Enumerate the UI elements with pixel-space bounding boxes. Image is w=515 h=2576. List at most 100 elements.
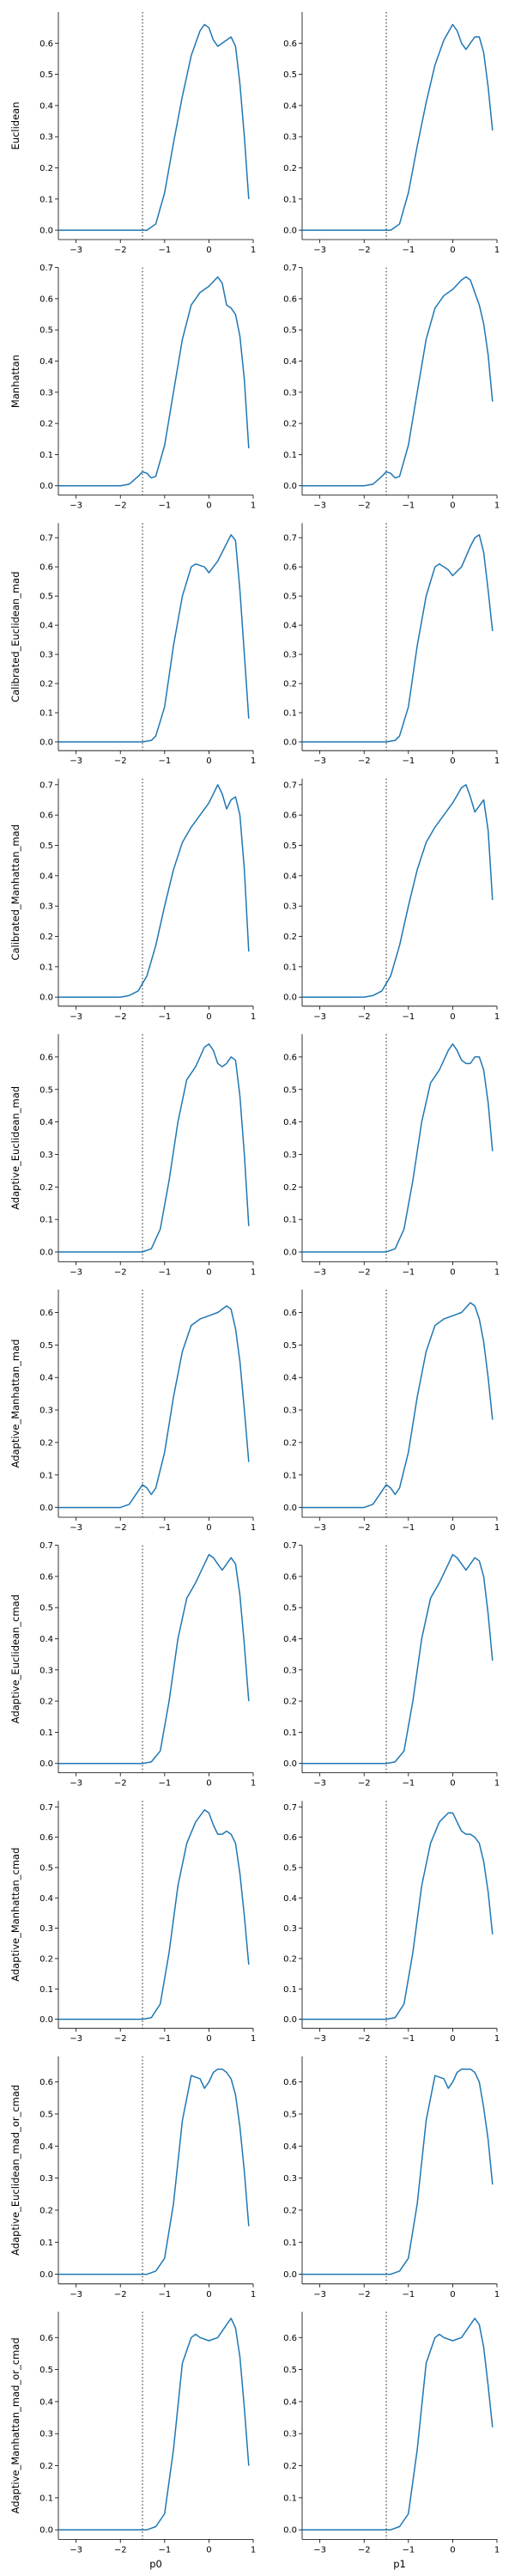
y-tick-label: 0.4 xyxy=(39,622,53,631)
y-tick-label: 0.3 xyxy=(283,133,297,143)
density-curve xyxy=(58,1809,250,2020)
x-tick-label: −3 xyxy=(70,2290,82,2300)
x-tick-label: −3 xyxy=(70,756,82,766)
y-tick-label: 0.0 xyxy=(283,482,297,491)
x-tick-label: −3 xyxy=(70,1779,82,1789)
y-tick-label: 0.4 xyxy=(39,357,53,367)
y-tick-label: 0.1 xyxy=(39,963,53,972)
subplot-r7-c0: −3 −2 −1 0 1 0.0 0.1 0.2 0.3 0.4 0.5 0.6 0.7 Adaptive… xyxy=(9,1801,256,2044)
subplot-r1-c1: −3 −2 −1 0 1 0.0 0.1 0.2 0.3 0.4 0.5 0.6 0.7 xyxy=(283,264,500,510)
density-curve xyxy=(302,276,494,487)
y-tick-label: 0.5 xyxy=(39,841,53,851)
density-curve xyxy=(58,2318,250,2530)
y-tick-label: 0.7 xyxy=(39,1803,53,1813)
x-tick-label: −3 xyxy=(313,501,326,511)
y-tick-label: 0.5 xyxy=(283,1085,297,1095)
x-tick-label: −1 xyxy=(158,2290,171,2300)
x-tick-label: 0 xyxy=(450,756,455,766)
x-tick-label: −2 xyxy=(358,246,371,255)
x-tick-label: −2 xyxy=(358,1012,371,1022)
y-tick-label: 0.2 xyxy=(283,2462,297,2471)
x-tick-label: 0 xyxy=(450,2545,455,2555)
x-tick-label: 1 xyxy=(494,2290,500,2300)
y-tick-label: 0.0 xyxy=(39,2270,53,2280)
density-curve xyxy=(58,276,250,487)
x-tick-label: −1 xyxy=(402,501,415,511)
y-tick-label: 0.6 xyxy=(283,1309,297,1318)
density-curve xyxy=(302,2068,494,2275)
subplot-r0-c1: −3 −2 −1 0 1 0.0 0.1 0.2 0.3 0.4 0.5 0.6 xyxy=(283,12,500,255)
x-tick-label: 0 xyxy=(206,2290,211,2300)
x-tick-label: −1 xyxy=(402,756,415,766)
x-tick-label: −2 xyxy=(358,1523,371,1533)
y-tick-label: 0.1 xyxy=(39,451,53,460)
x-tick-label: −1 xyxy=(158,1012,171,1022)
y-tick-label: 0.6 xyxy=(283,2334,297,2343)
subplot-r7-c1: −3 −2 −1 0 1 0.0 0.1 0.2 0.3 0.4 0.5 0.6 0.7 xyxy=(283,1801,500,2044)
y-tick-label: 0.4 xyxy=(39,1118,53,1127)
y-tick-label: 0.0 xyxy=(39,1504,53,1513)
y-tick-label: 0.2 xyxy=(39,2206,53,2215)
x-tick-label: −2 xyxy=(358,2545,371,2555)
y-tick-label: 0.1 xyxy=(39,2494,53,2503)
y-tick-label: 0.2 xyxy=(283,680,297,690)
y-tick-label: 0.0 xyxy=(283,738,297,748)
y-tick-label: 0.3 xyxy=(283,651,297,660)
y-tick-label: 0.7 xyxy=(283,534,297,544)
y-tick-label: 0.5 xyxy=(39,592,53,602)
x-tick-label: 0 xyxy=(206,501,211,511)
y-tick-label: 0.0 xyxy=(283,227,297,236)
y-tick-label: 0.4 xyxy=(39,1635,53,1644)
y-tick-label: 0.1 xyxy=(283,1216,297,1225)
y-tick-label: 0.1 xyxy=(283,2239,297,2248)
y-tick-label: 0.3 xyxy=(283,1406,297,1416)
x-tick-label: 0 xyxy=(206,2545,211,2555)
y-tick-label: 0.5 xyxy=(283,1341,297,1351)
x-tick-label: 1 xyxy=(494,1012,500,1022)
y-tick-label: 0.1 xyxy=(283,709,297,719)
y-tick-label: 0.2 xyxy=(283,1954,297,1964)
x-tick-label: 0 xyxy=(206,246,211,255)
y-tick-label: 0.7 xyxy=(39,264,53,273)
y-tick-label: 0.7 xyxy=(39,1541,53,1551)
y-tick-label: 0.4 xyxy=(39,1374,53,1383)
x-tick-label: −1 xyxy=(402,1779,415,1789)
y-tick-label: 0.4 xyxy=(283,1894,297,1904)
y-tick-label: 0.0 xyxy=(39,1759,53,1769)
subplot-r9-c0: −3 −2 −1 0 1 0.0 0.1 0.2 0.3 0.4 0.5 0.6 Adaptive_Ma… xyxy=(9,2312,256,2555)
y-tick-label: 0.6 xyxy=(283,811,297,821)
subplot-r9-c1: −3 −2 −1 0 1 0.0 0.1 0.2 0.3 0.4 0.5 0.6 xyxy=(283,2312,500,2555)
x-tick-label: −2 xyxy=(358,756,371,766)
x-tick-label: 1 xyxy=(494,1267,500,1277)
y-tick-label: 0.5 xyxy=(39,1341,53,1351)
subplot-r1-c0: −3 −2 −1 0 1 0.0 0.1 0.2 0.3 0.4 0.5 0.6 0.7 Manhatta… xyxy=(9,264,256,510)
x-tick-label: −3 xyxy=(70,246,82,255)
x-tick-label: 1 xyxy=(494,1779,500,1789)
subplot-r8-c1: −3 −2 −1 0 1 0.0 0.1 0.2 0.3 0.4 0.5 0.6 xyxy=(283,2056,500,2300)
subplot-r3-c1: −3 −2 −1 0 1 0.0 0.1 0.2 0.3 0.4 0.5 0.6 0.7 xyxy=(283,778,500,1022)
density-curve xyxy=(58,534,250,743)
subplot-r5-c0: −3 −2 −1 0 1 0.0 0.1 0.2 0.3 0.4 0.5 0.6 Adaptive_Ma… xyxy=(9,1290,256,1533)
x-tick-label: 0 xyxy=(450,1779,455,1789)
y-axis-label: Adaptive_Manhattan_cmad xyxy=(9,1848,21,1982)
y-tick-label: 0.7 xyxy=(283,1541,297,1551)
y-axis-label: Adaptive_Euclidean_mad xyxy=(9,1086,21,1210)
density-curve xyxy=(58,23,250,231)
y-tick-label: 0.2 xyxy=(39,933,53,942)
y-tick-label: 0.1 xyxy=(283,963,297,972)
x-tick-label: 0 xyxy=(206,1267,211,1277)
x-tick-label: 1 xyxy=(494,501,500,511)
y-tick-label: 0.3 xyxy=(39,1406,53,1416)
x-tick-label: −2 xyxy=(114,1779,127,1789)
x-tick-label: −1 xyxy=(402,2545,415,2555)
y-axis-label: Calibrated_Euclidean_mad xyxy=(9,571,21,702)
x-tick-label: −2 xyxy=(358,1779,371,1789)
y-tick-label: 0.6 xyxy=(39,39,53,49)
y-tick-label: 0.4 xyxy=(39,872,53,881)
x-tick-label: −3 xyxy=(313,756,326,766)
y-tick-label: 0.7 xyxy=(39,534,53,544)
y-tick-label: 0.1 xyxy=(283,195,297,204)
y-tick-label: 0.7 xyxy=(283,1803,297,1813)
y-tick-label: 0.4 xyxy=(283,872,297,881)
x-tick-label: −2 xyxy=(114,1523,127,1533)
